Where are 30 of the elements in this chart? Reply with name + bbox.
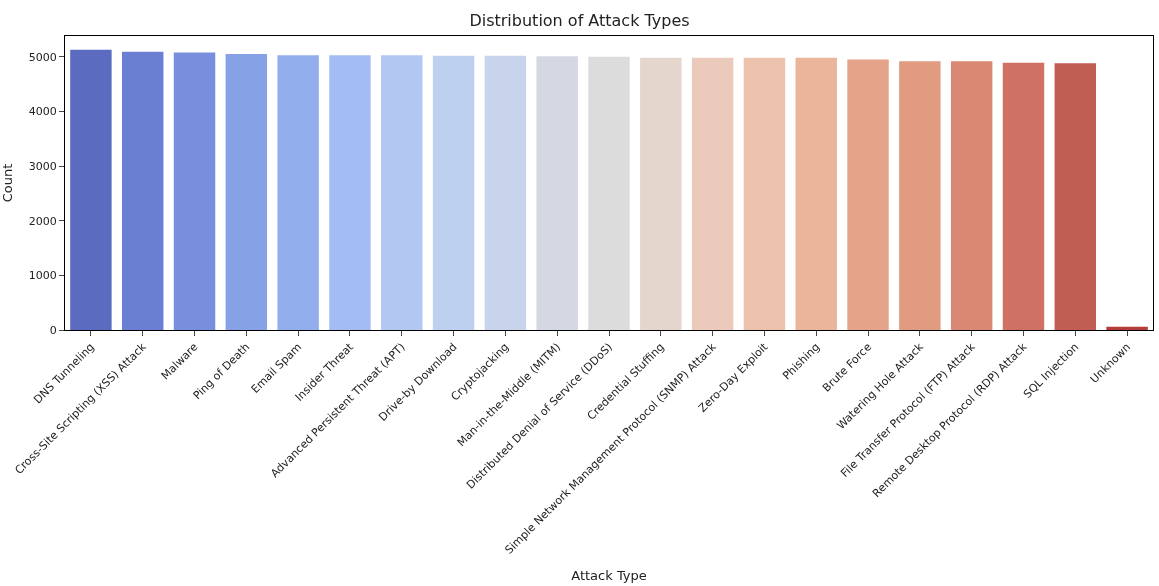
- bar: [277, 55, 319, 330]
- bar: [640, 57, 682, 330]
- y-tick-label: 5000: [28, 50, 57, 64]
- bar: [70, 49, 112, 330]
- bar: [1002, 62, 1045, 330]
- bar: [899, 61, 941, 330]
- bar: [484, 55, 527, 330]
- bar: [743, 57, 786, 330]
- bar: [1106, 326, 1148, 330]
- chart-title: Distribution of Attack Types: [469, 10, 690, 30]
- y-tick-label: 3000: [28, 159, 57, 173]
- bar: [432, 55, 475, 330]
- bar: [329, 55, 371, 330]
- bar: [795, 57, 837, 330]
- bar: [173, 52, 216, 330]
- bar: [691, 57, 734, 330]
- bar: [225, 54, 268, 330]
- bar: [121, 51, 164, 330]
- y-axis-title: Count: [0, 163, 15, 203]
- bar: [950, 61, 993, 330]
- bar: [381, 55, 423, 330]
- bar: [1054, 63, 1097, 330]
- x-axis-title: Attack Type: [571, 568, 647, 584]
- y-tick-label: 2000: [28, 214, 57, 228]
- y-tick-label: 1000: [28, 269, 57, 283]
- y-tick-label: 0: [49, 323, 57, 337]
- bar: [588, 56, 630, 330]
- bar: [536, 56, 578, 330]
- bar: [847, 59, 889, 330]
- y-tick-label: 4000: [28, 105, 57, 119]
